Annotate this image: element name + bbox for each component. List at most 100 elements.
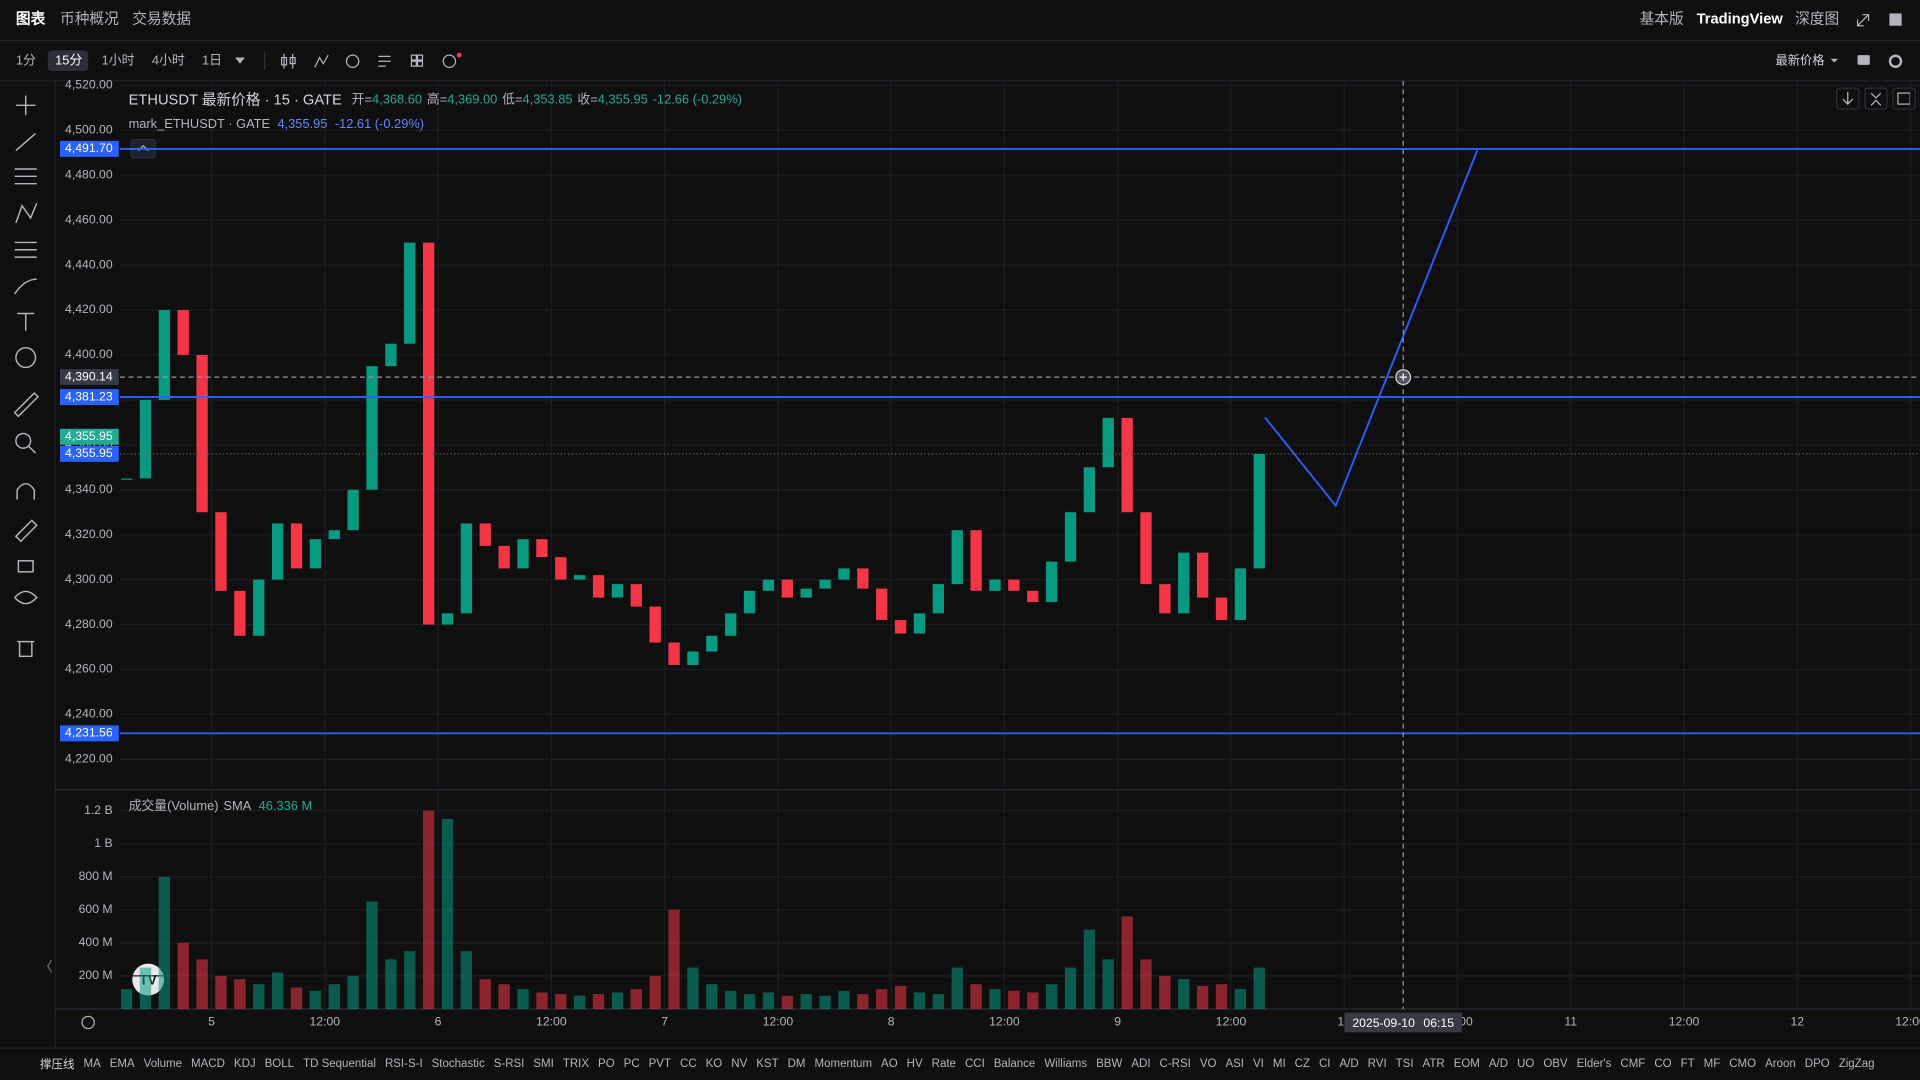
indicator[interactable]: KST bbox=[756, 1058, 779, 1070]
volume-tick-label: 1.2 B bbox=[84, 803, 113, 817]
y-tick-label: 4,500.00 bbox=[65, 122, 113, 136]
indicator[interactable]: FT bbox=[1680, 1058, 1695, 1070]
settings-icon[interactable] bbox=[1888, 54, 1903, 68]
indicator[interactable]: Williams bbox=[1044, 1058, 1088, 1070]
indicator[interactable]: A/D bbox=[1488, 1058, 1509, 1070]
volume-bar bbox=[290, 987, 303, 1009]
volume-bar bbox=[687, 967, 699, 1009]
indicator[interactable]: Aroon bbox=[1765, 1058, 1796, 1070]
trend-drawing[interactable] bbox=[1264, 149, 1479, 508]
ohlc-value: 4,369.00 bbox=[447, 92, 497, 107]
header-link[interactable]: 基本版 bbox=[1640, 10, 1684, 27]
candle bbox=[498, 545, 510, 569]
indicator[interactable]: MA bbox=[83, 1058, 101, 1070]
header-link[interactable]: 深度图 bbox=[1795, 10, 1839, 27]
drawing-tools[interactable] bbox=[13, 95, 39, 658]
indicator[interactable]: MACD bbox=[191, 1058, 225, 1070]
indicator[interactable]: Momentum bbox=[814, 1058, 873, 1070]
indicator[interactable]: RVI bbox=[1367, 1058, 1387, 1070]
fullscreen-icon[interactable] bbox=[1856, 14, 1870, 27]
volume-bar bbox=[158, 876, 171, 1009]
indicator[interactable]: ADI bbox=[1131, 1058, 1151, 1070]
hline-tag-bg bbox=[60, 389, 119, 406]
indicator[interactable]: CCI bbox=[964, 1058, 985, 1070]
x-tick-label: 8 bbox=[888, 1015, 895, 1029]
axis-settings[interactable] bbox=[81, 1015, 95, 1030]
indicator[interactable]: A/D bbox=[1339, 1058, 1359, 1070]
ohlc-value: 4,353.85 bbox=[523, 92, 573, 107]
window-icon[interactable] bbox=[1889, 13, 1902, 26]
indicator[interactable]: CMO bbox=[1729, 1058, 1757, 1070]
volume-bar bbox=[1140, 959, 1152, 1009]
y-tick-label: 4,300.00 bbox=[65, 572, 113, 586]
indicator[interactable]: BOLL bbox=[264, 1058, 295, 1070]
indicator[interactable]: TRIX bbox=[562, 1058, 590, 1070]
indicator[interactable]: HV bbox=[906, 1058, 923, 1070]
indicator[interactable]: VI bbox=[1253, 1058, 1264, 1070]
indicator[interactable]: MF bbox=[1703, 1058, 1721, 1070]
indicator[interactable]: VO bbox=[1199, 1058, 1217, 1070]
indicator[interactable]: DPO bbox=[1804, 1058, 1830, 1070]
interval[interactable]: 1小时 bbox=[102, 53, 135, 68]
indicator[interactable]: RSI-S-I bbox=[384, 1058, 423, 1070]
indicator[interactable]: S-RSI bbox=[493, 1058, 525, 1070]
interval[interactable]: 4小时 bbox=[152, 53, 185, 68]
indicator[interactable]: CMF bbox=[1620, 1058, 1646, 1070]
interval[interactable]: 1日 bbox=[202, 53, 222, 68]
candle bbox=[762, 579, 775, 591]
interval[interactable]: 1分 bbox=[16, 53, 36, 68]
indicator[interactable]: Elder's bbox=[1576, 1058, 1612, 1070]
dropdown-icon[interactable] bbox=[1830, 58, 1838, 63]
indicator[interactable]: KO bbox=[705, 1058, 723, 1070]
indicator[interactable]: Stochastic bbox=[431, 1058, 485, 1070]
indicator[interactable]: Rate bbox=[931, 1058, 956, 1070]
toolbar-icons[interactable] bbox=[281, 53, 457, 69]
indicator[interactable]: SMI bbox=[533, 1058, 554, 1070]
indicator[interactable]: ATR bbox=[1422, 1058, 1445, 1070]
indicator[interactable]: DM bbox=[787, 1058, 806, 1070]
price-source[interactable]: 最新价格 bbox=[1776, 52, 1825, 67]
tab[interactable]: 交易数据 bbox=[132, 9, 191, 27]
indicator[interactable]: KDJ bbox=[233, 1058, 256, 1070]
indicator[interactable]: CZ bbox=[1294, 1058, 1310, 1070]
x-tick-label: 6 bbox=[435, 1015, 442, 1029]
volume-bar bbox=[762, 992, 775, 1009]
header-link[interactable]: TradingView bbox=[1697, 11, 1784, 27]
volume-bar bbox=[649, 975, 661, 1009]
indicator[interactable]: AO bbox=[881, 1058, 898, 1070]
camera-icon[interactable] bbox=[1857, 55, 1870, 65]
indicator[interactable]: CI bbox=[1319, 1058, 1331, 1070]
indicator[interactable]: ZigZag bbox=[1838, 1058, 1875, 1070]
indicator[interactable]: PC bbox=[623, 1058, 640, 1070]
volume-bar bbox=[1178, 979, 1190, 1009]
indicator[interactable]: TD Sequential bbox=[303, 1058, 376, 1070]
indicator[interactable]: TSI bbox=[1395, 1058, 1414, 1070]
indicator[interactable]: C-RSI bbox=[1159, 1058, 1191, 1070]
indicator[interactable]: MI bbox=[1272, 1058, 1286, 1070]
indicator[interactable]: CO bbox=[1654, 1058, 1672, 1070]
volume-bar bbox=[215, 975, 227, 1009]
indicator[interactable]: BBW bbox=[1096, 1058, 1123, 1070]
indicator[interactable]: OBV bbox=[1543, 1058, 1568, 1070]
indicator[interactable]: EMA bbox=[109, 1058, 135, 1070]
tab[interactable]: 图表 bbox=[16, 9, 46, 27]
candle bbox=[385, 343, 397, 367]
indicator[interactable]: ASI bbox=[1225, 1058, 1244, 1070]
indicator[interactable]: PVT bbox=[648, 1058, 672, 1070]
indicator[interactable]: EOM bbox=[1453, 1058, 1480, 1070]
indicator[interactable]: Balance bbox=[993, 1058, 1036, 1070]
volume-bar bbox=[139, 967, 152, 1009]
indicator[interactable]: 撑压线 bbox=[40, 1059, 75, 1071]
y-tick-label: 4,320.00 bbox=[65, 527, 113, 541]
interval[interactable]: 15分 bbox=[55, 53, 82, 68]
volume-bar bbox=[479, 979, 491, 1009]
tab[interactable]: 币种概况 bbox=[60, 10, 119, 27]
dropdown-icon[interactable] bbox=[235, 57, 245, 64]
indicator[interactable]: NV bbox=[731, 1058, 748, 1070]
collapse-arrow[interactable] bbox=[47, 959, 52, 973]
candle bbox=[517, 539, 529, 569]
indicator[interactable]: PO bbox=[598, 1058, 615, 1070]
indicator[interactable]: UO bbox=[1517, 1058, 1535, 1070]
indicator[interactable]: CC bbox=[680, 1058, 697, 1070]
indicator[interactable]: Volume bbox=[143, 1058, 183, 1070]
